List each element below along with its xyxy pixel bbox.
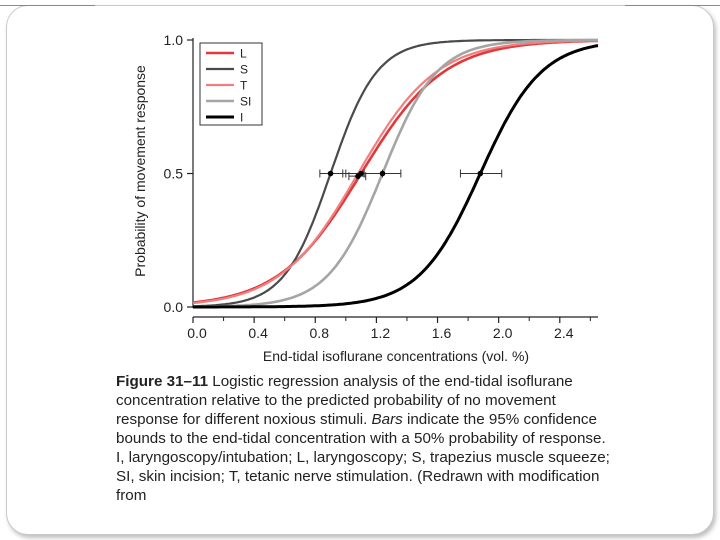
x-tick-label: 1.2 — [371, 325, 391, 341]
legend-label-s: S — [240, 63, 248, 77]
ec50-marker-i — [477, 170, 484, 177]
curve-i — [193, 44, 599, 309]
legend-label-t: T — [240, 79, 248, 93]
ec50-marker-s — [327, 170, 334, 177]
axes-group: 0.0 0.5 1.0 0.0 0.4 0.8 1.2 1.6 2.0 2.4 — [164, 32, 598, 341]
curve-si — [193, 38, 598, 308]
y-axis-label: Probability of movement response — [132, 65, 148, 277]
legend-label-l: L — [240, 47, 247, 61]
x-tick-label: 2.4 — [554, 325, 574, 341]
curve-t — [192, 39, 598, 305]
y-tick-label: 0.5 — [164, 166, 184, 182]
legend: LST SI I — [199, 42, 263, 126]
top-left-rule — [0, 5, 95, 6]
x-tick-label: 2.0 — [493, 325, 513, 341]
caption-label: Figure 31–11 — [116, 373, 209, 390]
caption-bars-word: Bars — [371, 411, 403, 428]
slide-frame — [6, 5, 714, 535]
x-tick-label: 0.4 — [248, 325, 268, 341]
top-right-rule — [625, 5, 720, 6]
y-tick-label: 1.0 — [164, 32, 184, 48]
ec50-marker-t — [355, 173, 361, 179]
legend-label-i: I — [240, 111, 243, 125]
y-tick-label: 0.0 — [164, 299, 184, 315]
legend-label-si: SI — [240, 95, 251, 109]
logistic-regression-chart: 0.0 0.5 1.0 0.0 0.4 0.8 1.2 1.6 2.0 2.4 LST SI I Pr… — [132, 32, 599, 364]
curves-group — [192, 38, 599, 309]
x-axis-label: End-tidal isoflurane concentrations (vol… — [263, 348, 529, 364]
confidence-bars-group — [319, 169, 503, 181]
caption-text-1: Logistic regression analysis of the end-… — [116, 373, 573, 428]
x-tick-label: 0.0 — [187, 325, 207, 341]
ec50-marker-si — [379, 170, 386, 177]
x-tick-label: 0.8 — [310, 325, 330, 341]
caption-text-2: indicate the 95% confidence bounds to th… — [116, 411, 610, 504]
figure-caption: Figure 31–11 Logistic regression analysi… — [116, 372, 616, 505]
x-tick-label: 1.6 — [432, 325, 452, 341]
